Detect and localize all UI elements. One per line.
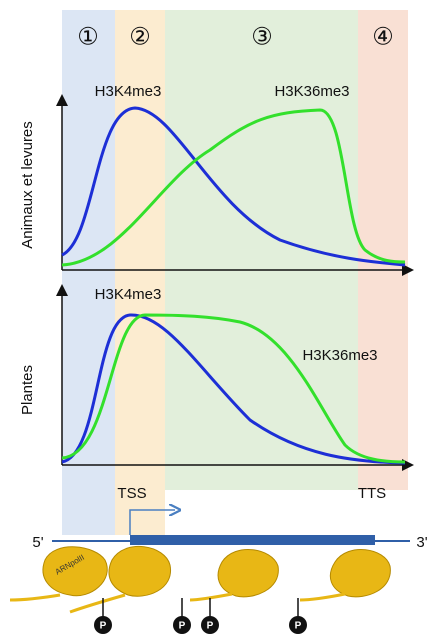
zone-3 [165, 10, 358, 490]
h3k4me3-curve [61, 106, 406, 267]
phosphate-label: P [179, 621, 186, 632]
phosphate [94, 616, 112, 634]
zone-2 [115, 10, 165, 535]
mark-label: H3K4me3 [95, 286, 162, 303]
polymerase [42, 545, 391, 598]
phosphate [201, 616, 219, 634]
zone-label: ④ [372, 23, 394, 50]
h3k36me3-curve [61, 108, 406, 267]
mark-label: H3K36me3 [302, 347, 377, 364]
phosphate-label: P [295, 621, 302, 632]
zone-1 [62, 10, 115, 535]
phosphate-label: P [100, 621, 107, 632]
h3k4me3-curve [61, 313, 406, 465]
phosphate [289, 616, 307, 634]
rna [9, 592, 346, 614]
tss-arrow [129, 510, 175, 535]
panel-label: Plantes [19, 365, 36, 415]
five-prime: 5' [32, 534, 43, 551]
zone-label: ① [77, 23, 99, 50]
ctd [102, 598, 299, 618]
three-prime: 3' [416, 534, 427, 551]
tts-label: TTS [358, 485, 386, 502]
mark-label: H3K36me3 [274, 83, 349, 100]
h3k36me3-curve [61, 313, 406, 464]
zone-label: ③ [251, 23, 273, 50]
phosphate [173, 616, 191, 634]
phosphate-label: P [207, 621, 214, 632]
zone-label: ② [129, 23, 151, 50]
gene-body [130, 535, 375, 545]
panel-label: Animaux et levures [19, 121, 36, 249]
mark-label: H3K4me3 [95, 83, 162, 100]
tss-label: TSS [117, 485, 146, 502]
